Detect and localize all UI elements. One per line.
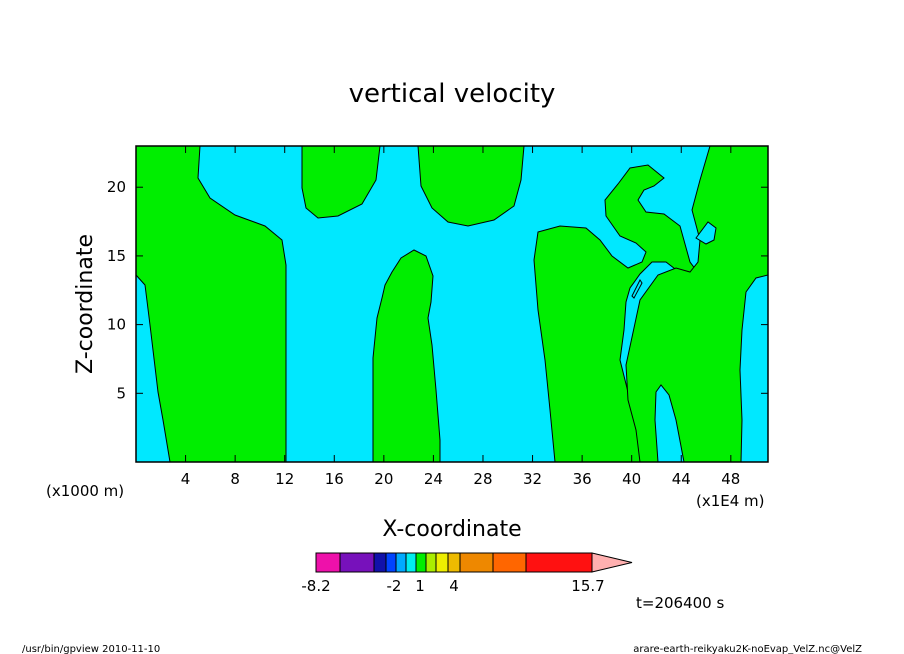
colorbar-swatch bbox=[315, 552, 341, 573]
x-axis-label: X-coordinate bbox=[382, 517, 521, 542]
colorbar-swatch bbox=[459, 552, 494, 573]
colorbar bbox=[315, 552, 633, 573]
y-tick-label: 15 bbox=[107, 247, 126, 265]
x-tick-label: 48 bbox=[721, 470, 740, 488]
colorbar-swatch bbox=[525, 552, 593, 573]
x-tick-label: 24 bbox=[424, 470, 443, 488]
colorbar-arrow bbox=[591, 552, 633, 573]
colorbar-label: -8.2 bbox=[301, 577, 330, 595]
positive-regions bbox=[135, 145, 769, 463]
footer-left: /usr/bin/gpview 2010-11-10 bbox=[22, 644, 160, 654]
colorbar-label: 15.7 bbox=[571, 577, 604, 595]
y-tick-label: 20 bbox=[107, 178, 126, 196]
x-tick-label: 8 bbox=[230, 470, 240, 488]
colorbar-label: 1 bbox=[415, 577, 425, 595]
colorbar-swatch bbox=[492, 552, 527, 573]
colorbar-swatch bbox=[385, 552, 397, 573]
y-axis-ticks: 5 10 15 20 bbox=[107, 178, 768, 402]
colorbar-swatch bbox=[447, 552, 461, 573]
y-tick-label: 5 bbox=[116, 384, 126, 402]
x-tick-label: 44 bbox=[672, 470, 691, 488]
colorbar-swatch bbox=[339, 552, 375, 573]
x-unit-left: (x1000 m) bbox=[46, 482, 124, 500]
x-unit-right: (x1E4 m) bbox=[696, 492, 765, 510]
colorbar-swatch bbox=[425, 552, 437, 573]
colorbar-swatch bbox=[415, 552, 427, 573]
colorbar-swatch bbox=[395, 552, 407, 573]
updraft-region bbox=[135, 145, 287, 463]
colorbar-swatch bbox=[405, 552, 417, 573]
y-tick-label: 10 bbox=[107, 316, 126, 334]
y-axis-label: Z-coordinate bbox=[73, 234, 98, 374]
x-tick-label: 16 bbox=[325, 470, 344, 488]
x-tick-label: 40 bbox=[622, 470, 641, 488]
time-label: t=206400 s bbox=[636, 594, 724, 612]
small-contour bbox=[631, 279, 643, 299]
x-axis-ticks: 4 8 12 16 20 24 28 32 36 40 44 48 bbox=[181, 146, 740, 488]
x-tick-label: 28 bbox=[473, 470, 492, 488]
x-tick-label: 36 bbox=[573, 470, 592, 488]
plot-frame bbox=[135, 145, 769, 463]
updraft-region bbox=[372, 249, 441, 463]
x-tick-label: 32 bbox=[523, 470, 542, 488]
colorbar-label: 4 bbox=[449, 577, 459, 595]
x-tick-label: 20 bbox=[374, 470, 393, 488]
chart-title: vertical velocity bbox=[349, 79, 556, 109]
colorbar-swatch bbox=[435, 552, 449, 573]
colorbar-label: -2 bbox=[387, 577, 402, 595]
updraft-region bbox=[417, 145, 525, 227]
updraft-region bbox=[301, 145, 381, 219]
updraft-region bbox=[625, 145, 769, 463]
footer-right: arare-earth-reikyaku2K-noEvap_VelZ.nc@Ve… bbox=[633, 644, 862, 654]
x-tick-label: 4 bbox=[181, 470, 191, 488]
downdraft-pocket bbox=[695, 221, 717, 245]
colorbar-labels: -8.2 -2 1 4 15.7 bbox=[301, 577, 604, 595]
colorbar-swatch bbox=[373, 552, 387, 573]
x-tick-label: 12 bbox=[275, 470, 294, 488]
